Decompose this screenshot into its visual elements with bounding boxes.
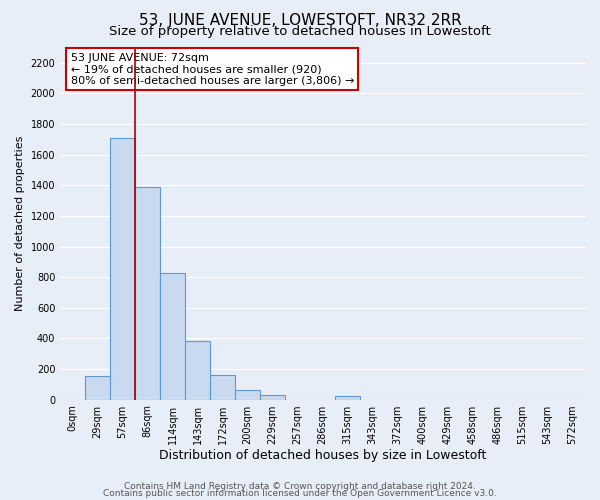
Text: 53, JUNE AVENUE, LOWESTOFT, NR32 2RR: 53, JUNE AVENUE, LOWESTOFT, NR32 2RR <box>139 12 461 28</box>
Text: Size of property relative to detached houses in Lowestoft: Size of property relative to detached ho… <box>109 25 491 38</box>
Bar <box>185 342 210 400</box>
Bar <box>235 390 260 400</box>
Text: Contains HM Land Registry data © Crown copyright and database right 2024.: Contains HM Land Registry data © Crown c… <box>124 482 476 491</box>
Bar <box>160 274 185 400</box>
Bar <box>85 376 110 400</box>
Bar <box>210 375 235 400</box>
Text: 53 JUNE AVENUE: 72sqm
← 19% of detached houses are smaller (920)
80% of semi-det: 53 JUNE AVENUE: 72sqm ← 19% of detached … <box>71 53 354 86</box>
Bar <box>260 395 285 400</box>
X-axis label: Distribution of detached houses by size in Lowestoft: Distribution of detached houses by size … <box>159 450 486 462</box>
Y-axis label: Number of detached properties: Number of detached properties <box>15 136 25 311</box>
Bar <box>110 138 135 400</box>
Bar <box>135 187 160 400</box>
Text: Contains public sector information licensed under the Open Government Licence v3: Contains public sector information licen… <box>103 490 497 498</box>
Bar <box>335 396 360 400</box>
